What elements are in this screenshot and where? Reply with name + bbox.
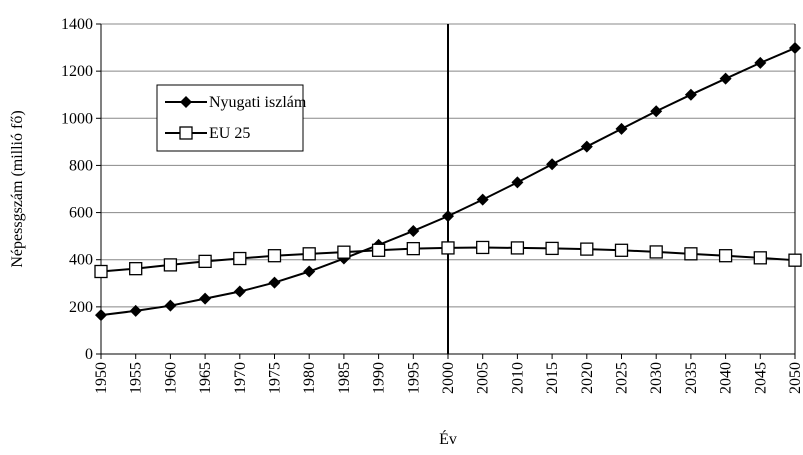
legend-box [156, 84, 304, 152]
x-axis-label: Év [439, 429, 457, 448]
marker [719, 72, 732, 85]
y-tick-label: 1000 [61, 110, 93, 127]
marker [789, 42, 801, 55]
marker [303, 265, 316, 278]
marker [94, 264, 108, 279]
marker [614, 243, 629, 257]
marker [788, 253, 802, 267]
marker [649, 245, 663, 259]
marker [180, 96, 192, 108]
x-tick-label: 2030 [648, 362, 665, 394]
marker [476, 240, 490, 255]
marker [650, 105, 663, 118]
y-tick-label: 0 [85, 346, 93, 363]
marker [163, 258, 178, 272]
x-tick-label: 1985 [336, 362, 353, 394]
x-tick-label: 1960 [162, 362, 179, 394]
marker [129, 262, 143, 276]
marker [267, 249, 282, 263]
marker [179, 126, 193, 140]
marker [233, 251, 247, 266]
x-tick-label: 1995 [405, 362, 422, 394]
marker [615, 122, 628, 135]
marker [580, 140, 593, 153]
y-axis-label: Népessgszám (millió fő) [9, 110, 26, 267]
marker [718, 249, 733, 263]
marker [510, 241, 525, 255]
marker [164, 299, 177, 312]
x-tick-label: 1980 [301, 362, 318, 394]
marker [753, 251, 767, 265]
legend-label: EU 25 [209, 125, 250, 142]
marker [545, 241, 559, 256]
marker [302, 247, 316, 261]
x-tick-label: 1975 [267, 362, 284, 394]
legend-label: Nyugati iszlám [209, 94, 307, 111]
marker [198, 254, 212, 269]
marker [754, 56, 767, 69]
x-tick-label: 2040 [718, 362, 735, 394]
y-tick-label: 200 [69, 299, 93, 316]
marker [684, 88, 697, 101]
x-tick-label: 1965 [197, 362, 214, 394]
marker [95, 309, 107, 322]
x-tick-label: 2015 [544, 362, 561, 394]
marker [199, 292, 212, 305]
y-tick-label: 400 [69, 252, 93, 269]
marker [337, 245, 351, 259]
y-tick-label: 1200 [61, 63, 93, 80]
x-tick-label: 1990 [371, 362, 388, 394]
x-tick-label: 2025 [614, 362, 631, 394]
x-tick-label: 1955 [128, 362, 145, 394]
y-tick-label: 1400 [61, 16, 93, 33]
marker [407, 224, 420, 237]
marker [511, 176, 524, 189]
x-tick-label: 2000 [440, 362, 457, 394]
x-tick-label: 2035 [683, 362, 700, 394]
x-tick-label: 2045 [752, 362, 769, 394]
marker [268, 276, 281, 289]
y-tick-label: 800 [69, 157, 93, 174]
marker [580, 242, 594, 256]
marker [371, 243, 386, 257]
x-tick-label: 2050 [787, 362, 803, 394]
marker [129, 304, 142, 317]
marker [476, 193, 489, 206]
x-tick-label: 2020 [579, 362, 596, 394]
marker [233, 285, 246, 298]
marker [406, 241, 420, 256]
marker [684, 247, 698, 261]
x-tick-label: 2010 [509, 362, 526, 394]
marker [442, 210, 454, 223]
y-tick-label: 600 [69, 205, 93, 222]
marker [546, 158, 559, 171]
x-tick-label: 1950 [93, 362, 110, 394]
marker [441, 241, 455, 255]
x-tick-label: 1970 [232, 362, 249, 394]
x-tick-label: 2005 [475, 362, 492, 394]
